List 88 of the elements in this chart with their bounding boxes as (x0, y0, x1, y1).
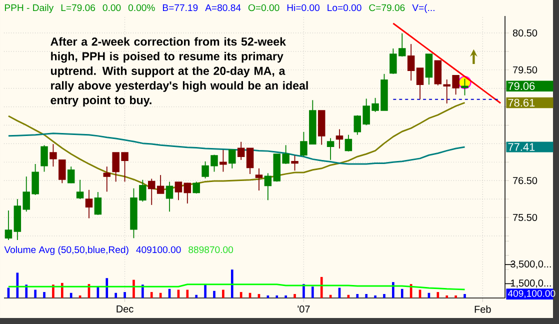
candlestick (166, 181, 174, 212)
y-tick-label: 79.50 (513, 66, 538, 74)
candlestick (336, 128, 344, 149)
text: L=79.06 (61, 4, 96, 12)
candlestick (58, 159, 66, 184)
text: C=79.06 (369, 4, 405, 12)
line-series (392, 22, 502, 104)
bar (436, 292, 440, 298)
candlestick (407, 44, 415, 82)
text: V=(... (412, 4, 434, 13)
text: B=77.19 (162, 4, 198, 12)
bar (124, 292, 126, 298)
bar (186, 290, 189, 298)
bar (195, 294, 198, 298)
candlestick (344, 134, 352, 152)
candlestick (76, 179, 84, 200)
text: 78.61 (508, 98, 535, 107)
text: Hi=0.00 (287, 4, 320, 12)
bar (213, 290, 216, 298)
text: A=80.84 (205, 4, 241, 12)
chart-title: PPH - Daily (4, 4, 54, 13)
candlestick (461, 78, 468, 96)
text: 3,500,0... (510, 260, 551, 269)
candlestick (156, 174, 164, 194)
candlestick (237, 141, 245, 160)
candlestick (94, 192, 102, 216)
text: 889870.00 (188, 246, 233, 254)
candlestick (416, 68, 424, 100)
bar (230, 270, 234, 298)
candlestick (85, 189, 93, 219)
bar (356, 294, 359, 298)
annotation: After a 2-week correction from its 52-week high, PPH is poised to resume its primary uptrend. With support at the 20-day MA, a rally above yesterday's high would be an ideal entry point to buy. (50, 37, 308, 107)
bar (34, 290, 36, 298)
text: 79.06 (508, 82, 535, 90)
candlestick (255, 168, 263, 191)
candlestick (192, 181, 200, 194)
text: 1,500,0... (510, 280, 551, 288)
bar (400, 288, 404, 298)
y-tick-label: 75.50 (513, 214, 538, 222)
bar (43, 292, 46, 298)
candlestick (40, 144, 48, 172)
bar (374, 295, 376, 298)
text: 0.00% (128, 4, 155, 12)
candlestick (425, 54, 433, 86)
bar (365, 294, 368, 298)
text: 0.00 (102, 4, 121, 12)
bar (60, 282, 64, 298)
candlestick (4, 210, 12, 240)
bar (114, 292, 117, 298)
candlestick (184, 182, 192, 204)
bar (454, 295, 457, 298)
y-tick-label: 76.50 (513, 177, 538, 184)
chart-title: Volume Avg (50,50,blue,Red) (4, 246, 128, 255)
bar (320, 276, 323, 298)
bar (284, 295, 287, 298)
candlestick (174, 182, 182, 201)
candlestick (67, 166, 75, 184)
candlestick (228, 150, 236, 169)
bar (132, 280, 135, 298)
bar (70, 292, 72, 298)
x-tick-label: '07 (298, 306, 310, 313)
text: Lo=0.00 (328, 4, 362, 12)
bar (222, 290, 224, 298)
text: 77.41 (508, 143, 535, 151)
bar (240, 292, 242, 298)
text: 409100.00 (136, 246, 181, 254)
candlestick (50, 144, 57, 168)
candlestick (103, 166, 111, 192)
bar (106, 278, 108, 298)
bar (294, 294, 296, 298)
candlestick (326, 138, 334, 160)
bar (311, 286, 314, 298)
bar (464, 294, 466, 298)
bar (392, 282, 394, 298)
text: O=0.00 (248, 4, 280, 12)
bar (276, 295, 278, 298)
x-tick-label: Dec (116, 306, 134, 312)
candlestick (220, 150, 227, 172)
bar (446, 295, 448, 298)
candlestick (291, 155, 298, 172)
candlestick (148, 178, 156, 206)
bar (383, 294, 386, 298)
candlestick (264, 172, 272, 201)
y-tick-label: 80.50 (512, 29, 538, 36)
x-tick-label: Feb (474, 306, 491, 313)
candlestick (246, 148, 254, 174)
bar (150, 292, 153, 298)
bar (204, 284, 206, 298)
